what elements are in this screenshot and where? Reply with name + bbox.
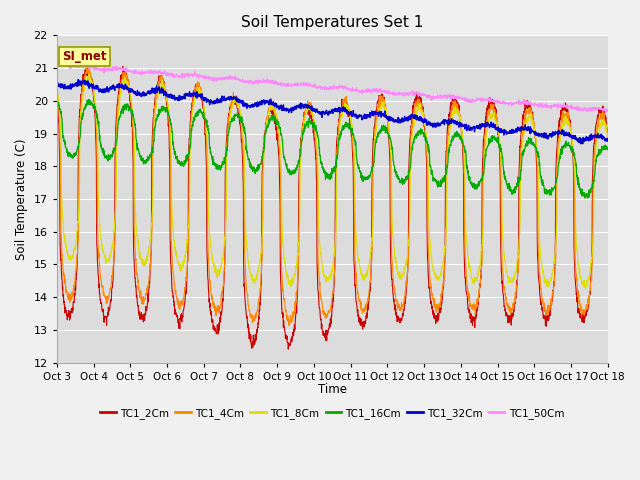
TC1_4Cm (83, 64, 90, 70)
TC1_32Cm (604, 137, 612, 143)
TC1_50Cm (602, 110, 609, 116)
TC1_2Cm (361, 319, 369, 325)
TC1_8Cm (85, 71, 93, 77)
TC1_8Cm (556, 144, 563, 149)
Legend: TC1_2Cm, TC1_4Cm, TC1_8Cm, TC1_16Cm, TC1_32Cm, TC1_50Cm: TC1_2Cm, TC1_4Cm, TC1_8Cm, TC1_16Cm, TC1… (96, 404, 568, 423)
TC1_16Cm (53, 98, 61, 104)
TC1_4Cm (604, 132, 612, 138)
TC1_16Cm (348, 131, 356, 137)
Line: TC1_32Cm: TC1_32Cm (57, 80, 608, 144)
TC1_2Cm (284, 346, 292, 352)
TC1_32Cm (53, 80, 61, 85)
TC1_32Cm (556, 130, 563, 135)
TC1_2Cm (571, 266, 579, 272)
TC1_4Cm (285, 323, 293, 328)
TC1_50Cm (53, 59, 61, 64)
Line: TC1_16Cm: TC1_16Cm (57, 99, 608, 198)
Line: TC1_4Cm: TC1_4Cm (57, 67, 608, 325)
TC1_50Cm (360, 89, 368, 95)
TC1_32Cm (348, 112, 356, 118)
TC1_16Cm (581, 195, 589, 201)
TC1_2Cm (83, 62, 91, 68)
X-axis label: Time: Time (318, 383, 347, 396)
TC1_8Cm (360, 276, 368, 281)
Line: TC1_2Cm: TC1_2Cm (57, 65, 608, 349)
TC1_8Cm (493, 120, 500, 126)
TC1_8Cm (348, 127, 356, 133)
TC1_4Cm (349, 136, 356, 142)
TC1_16Cm (85, 96, 93, 102)
TC1_16Cm (556, 157, 563, 163)
TC1_50Cm (556, 104, 563, 110)
TC1_2Cm (556, 124, 563, 130)
TC1_50Cm (493, 100, 500, 106)
TC1_4Cm (571, 236, 579, 241)
TC1_32Cm (360, 114, 368, 120)
TC1_2Cm (493, 119, 500, 124)
TC1_8Cm (571, 160, 579, 166)
Line: TC1_8Cm: TC1_8Cm (57, 74, 608, 288)
Title: Soil Temperatures Set 1: Soil Temperatures Set 1 (241, 15, 424, 30)
TC1_32Cm (74, 77, 82, 83)
TC1_50Cm (604, 107, 612, 112)
TC1_50Cm (54, 58, 62, 63)
TC1_4Cm (53, 88, 61, 94)
TC1_32Cm (579, 141, 586, 147)
TC1_32Cm (493, 125, 500, 131)
TC1_16Cm (604, 147, 612, 153)
TC1_50Cm (571, 107, 579, 112)
TC1_2Cm (207, 311, 214, 316)
TC1_16Cm (493, 138, 500, 144)
TC1_2Cm (53, 95, 61, 101)
TC1_8Cm (53, 87, 61, 93)
TC1_8Cm (604, 137, 612, 143)
Line: TC1_50Cm: TC1_50Cm (57, 60, 608, 113)
TC1_2Cm (604, 129, 612, 135)
TC1_4Cm (556, 128, 563, 134)
TC1_8Cm (207, 240, 214, 246)
TC1_32Cm (207, 98, 214, 104)
TC1_16Cm (571, 154, 579, 159)
TC1_4Cm (361, 309, 369, 315)
TC1_50Cm (207, 75, 214, 81)
TC1_8Cm (582, 286, 589, 291)
Text: SI_met: SI_met (62, 50, 107, 63)
TC1_16Cm (360, 175, 368, 181)
TC1_4Cm (493, 118, 500, 124)
TC1_4Cm (207, 287, 214, 292)
TC1_32Cm (571, 136, 579, 142)
TC1_16Cm (207, 149, 214, 155)
TC1_50Cm (348, 85, 356, 91)
TC1_2Cm (349, 147, 356, 153)
Y-axis label: Soil Temperature (C): Soil Temperature (C) (15, 138, 28, 260)
